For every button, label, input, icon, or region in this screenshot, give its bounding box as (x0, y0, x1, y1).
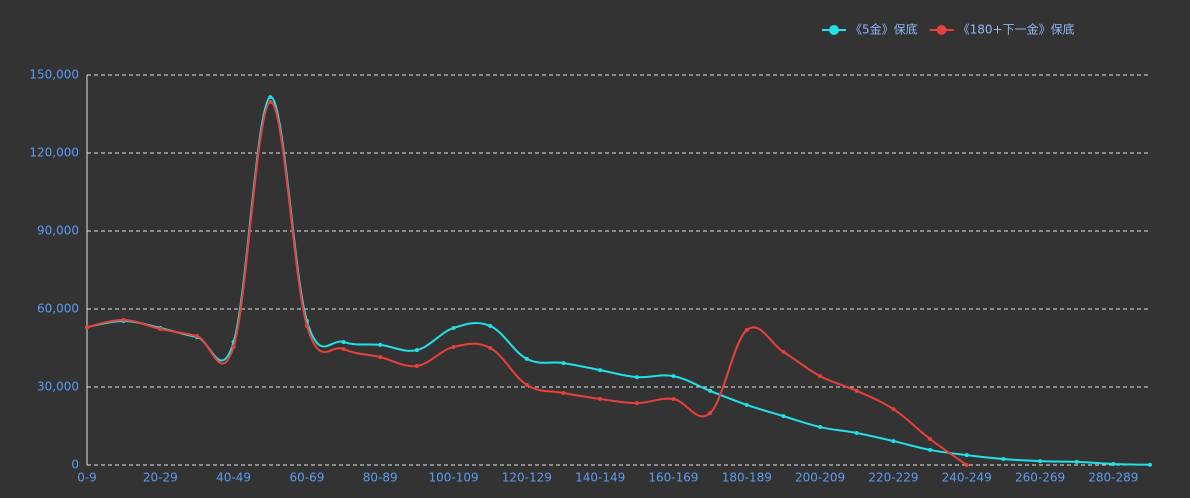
x-tick-label: 0-9 (77, 471, 97, 485)
data-point (561, 361, 566, 366)
legend-marker (936, 25, 947, 35)
x-tick-label: 180-189 (722, 471, 772, 485)
data-point (598, 396, 603, 401)
data-point (378, 355, 383, 360)
y-tick-label: 30,000 (37, 380, 79, 394)
data-point (598, 368, 603, 373)
data-point (1001, 457, 1006, 462)
data-point (268, 100, 273, 105)
x-tick-label: 280-289 (1088, 471, 1138, 485)
x-tick-label: 260-269 (1015, 471, 1065, 485)
data-point (891, 439, 896, 444)
y-tick-label: 120,000 (29, 146, 79, 160)
data-point (708, 388, 713, 393)
data-point (1038, 459, 1043, 464)
data-point (524, 382, 529, 387)
series-line (86, 96, 1151, 466)
data-point (488, 346, 493, 350)
data-point (928, 447, 933, 452)
data-point (341, 340, 346, 345)
data-point (854, 388, 859, 393)
data-point (488, 323, 493, 328)
data-point (671, 396, 676, 401)
data-point (818, 425, 823, 430)
data-point (671, 374, 676, 379)
legend-marker (829, 25, 839, 35)
data-point (561, 390, 566, 395)
legend-label: 《180+下一金》保底 (958, 22, 1075, 37)
data-point (1148, 462, 1152, 467)
series-line (86, 101, 968, 466)
data-point (744, 328, 749, 333)
data-point (121, 317, 126, 322)
data-point (854, 431, 859, 436)
data-point (414, 363, 419, 368)
x-tick-label: 60-69 (289, 471, 324, 485)
y-tick-label: 0 (71, 458, 79, 472)
data-point (891, 407, 896, 412)
x-tick-label: 200-209 (795, 471, 845, 485)
x-tick-label: 20-29 (143, 471, 178, 485)
data-point (1111, 461, 1116, 466)
data-point (818, 374, 823, 379)
y-tick-label: 90,000 (37, 224, 79, 238)
x-tick-label: 220-229 (868, 471, 918, 485)
data-point (231, 344, 236, 349)
data-point (781, 414, 786, 419)
x-tick-label: 120-129 (502, 471, 552, 485)
data-point (304, 323, 309, 328)
data-point (524, 356, 529, 361)
x-tick-label: 160-169 (648, 471, 698, 485)
data-point (964, 453, 969, 458)
data-point (708, 411, 713, 415)
x-tick-label: 100-109 (428, 471, 478, 485)
x-tick-label: 140-149 (575, 471, 625, 485)
legend-label: 《5金》保底 (850, 22, 918, 37)
data-point (781, 349, 786, 354)
data-point (634, 401, 639, 406)
data-point (744, 402, 749, 407)
data-point (1074, 459, 1079, 464)
data-point (964, 463, 969, 467)
data-point (414, 348, 419, 353)
data-point (158, 327, 163, 332)
data-point (268, 95, 273, 100)
data-point (85, 325, 89, 330)
data-point (341, 347, 346, 352)
data-point (451, 344, 456, 349)
x-tick-label: 40-49 (216, 471, 251, 485)
y-tick-label: 150,000 (29, 68, 79, 82)
x-tick-label: 240-249 (942, 471, 992, 485)
data-point (194, 334, 199, 339)
legend: 《5金》保底 《180+下一金》保底 (822, 22, 1075, 37)
data-point (928, 437, 933, 441)
x-tick-label: 80-89 (363, 471, 398, 485)
data-point (378, 342, 383, 347)
data-point (451, 325, 456, 330)
y-tick-label: 60,000 (37, 302, 79, 316)
data-point (634, 375, 639, 380)
